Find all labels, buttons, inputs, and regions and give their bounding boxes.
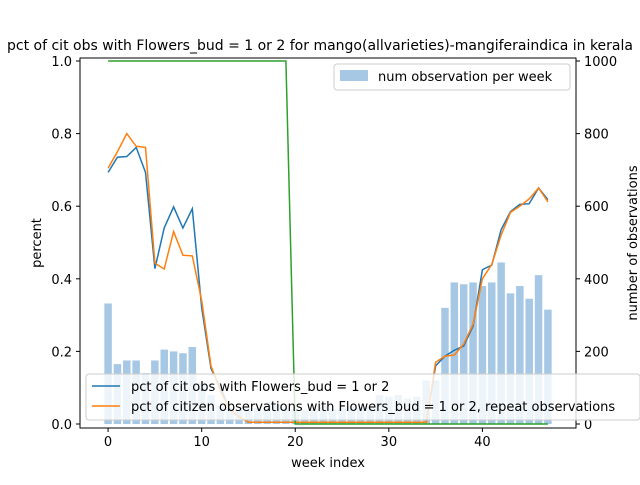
y-axis-right: 0 200 400 600 800 1000	[576, 55, 617, 433]
y-right-tick-label: 0	[584, 418, 592, 433]
bar	[497, 262, 505, 424]
bar	[525, 298, 533, 424]
plot-frame	[79, 57, 577, 429]
lines-layer	[107, 60, 549, 425]
x-tick-label: 30	[381, 435, 398, 450]
series-line-2	[107, 132, 549, 423]
y-right-tick-label: 800	[584, 128, 609, 143]
y-left-tick-label: 0.4	[51, 273, 72, 288]
legend-bottom: pct of cit obs with Flowers_bud = 1 or 2…	[85, 373, 640, 421]
bar	[469, 282, 477, 424]
x-tick-label: 20	[287, 435, 304, 450]
x-tick-label: 40	[474, 435, 491, 450]
chart-title: pct of cit obs with Flowers_bud = 1 or 2…	[7, 38, 633, 54]
y-axis-left: 0.0 0.2 0.4 0.6 0.8 1.0	[51, 55, 80, 433]
bar	[450, 282, 459, 424]
y-left-tick-label: 0.2	[51, 345, 72, 360]
y-right-tick-label: 600	[584, 200, 609, 215]
y-right-tick-label: 200	[584, 345, 609, 360]
bar	[478, 286, 487, 424]
bar	[534, 275, 543, 424]
x-tick-label: 10	[193, 435, 210, 450]
bar	[104, 303, 112, 424]
x-axis: 0 10 20 30 40	[104, 428, 491, 450]
y-left-tick-label: 0.6	[51, 200, 72, 215]
series-line-3	[108, 60, 548, 425]
bar	[544, 309, 552, 424]
y-left-tick-label: 1.0	[51, 55, 72, 70]
legend-top-right: num observation per week	[333, 63, 571, 91]
y-left-tick-label: 0.8	[51, 128, 72, 143]
y-left-tick-label: 0.0	[51, 418, 72, 433]
legend-bottom-label-1: pct of cit obs with Flowers_bud = 1 or 2	[131, 380, 389, 395]
legend-top-right-label: num observation per week	[378, 70, 553, 85]
bar	[516, 286, 524, 424]
bar	[506, 293, 515, 424]
y-right-tick-label: 1000	[584, 55, 617, 70]
x-tick-label: 0	[104, 435, 112, 450]
y-axis-left-label: percent	[30, 218, 45, 268]
bar	[488, 282, 496, 424]
bar	[441, 307, 449, 424]
y-axis-right-label: number of observations	[626, 165, 640, 320]
y-right-tick-label: 400	[584, 273, 609, 288]
bar	[459, 284, 468, 424]
legend-top-right-swatch	[340, 70, 368, 81]
x-axis-label: week index	[291, 456, 365, 471]
legend-bottom-box	[85, 373, 640, 421]
legend-top-right-box	[333, 63, 571, 91]
legend-bottom-label-2: pct of citizen observations with Flowers…	[131, 400, 615, 415]
